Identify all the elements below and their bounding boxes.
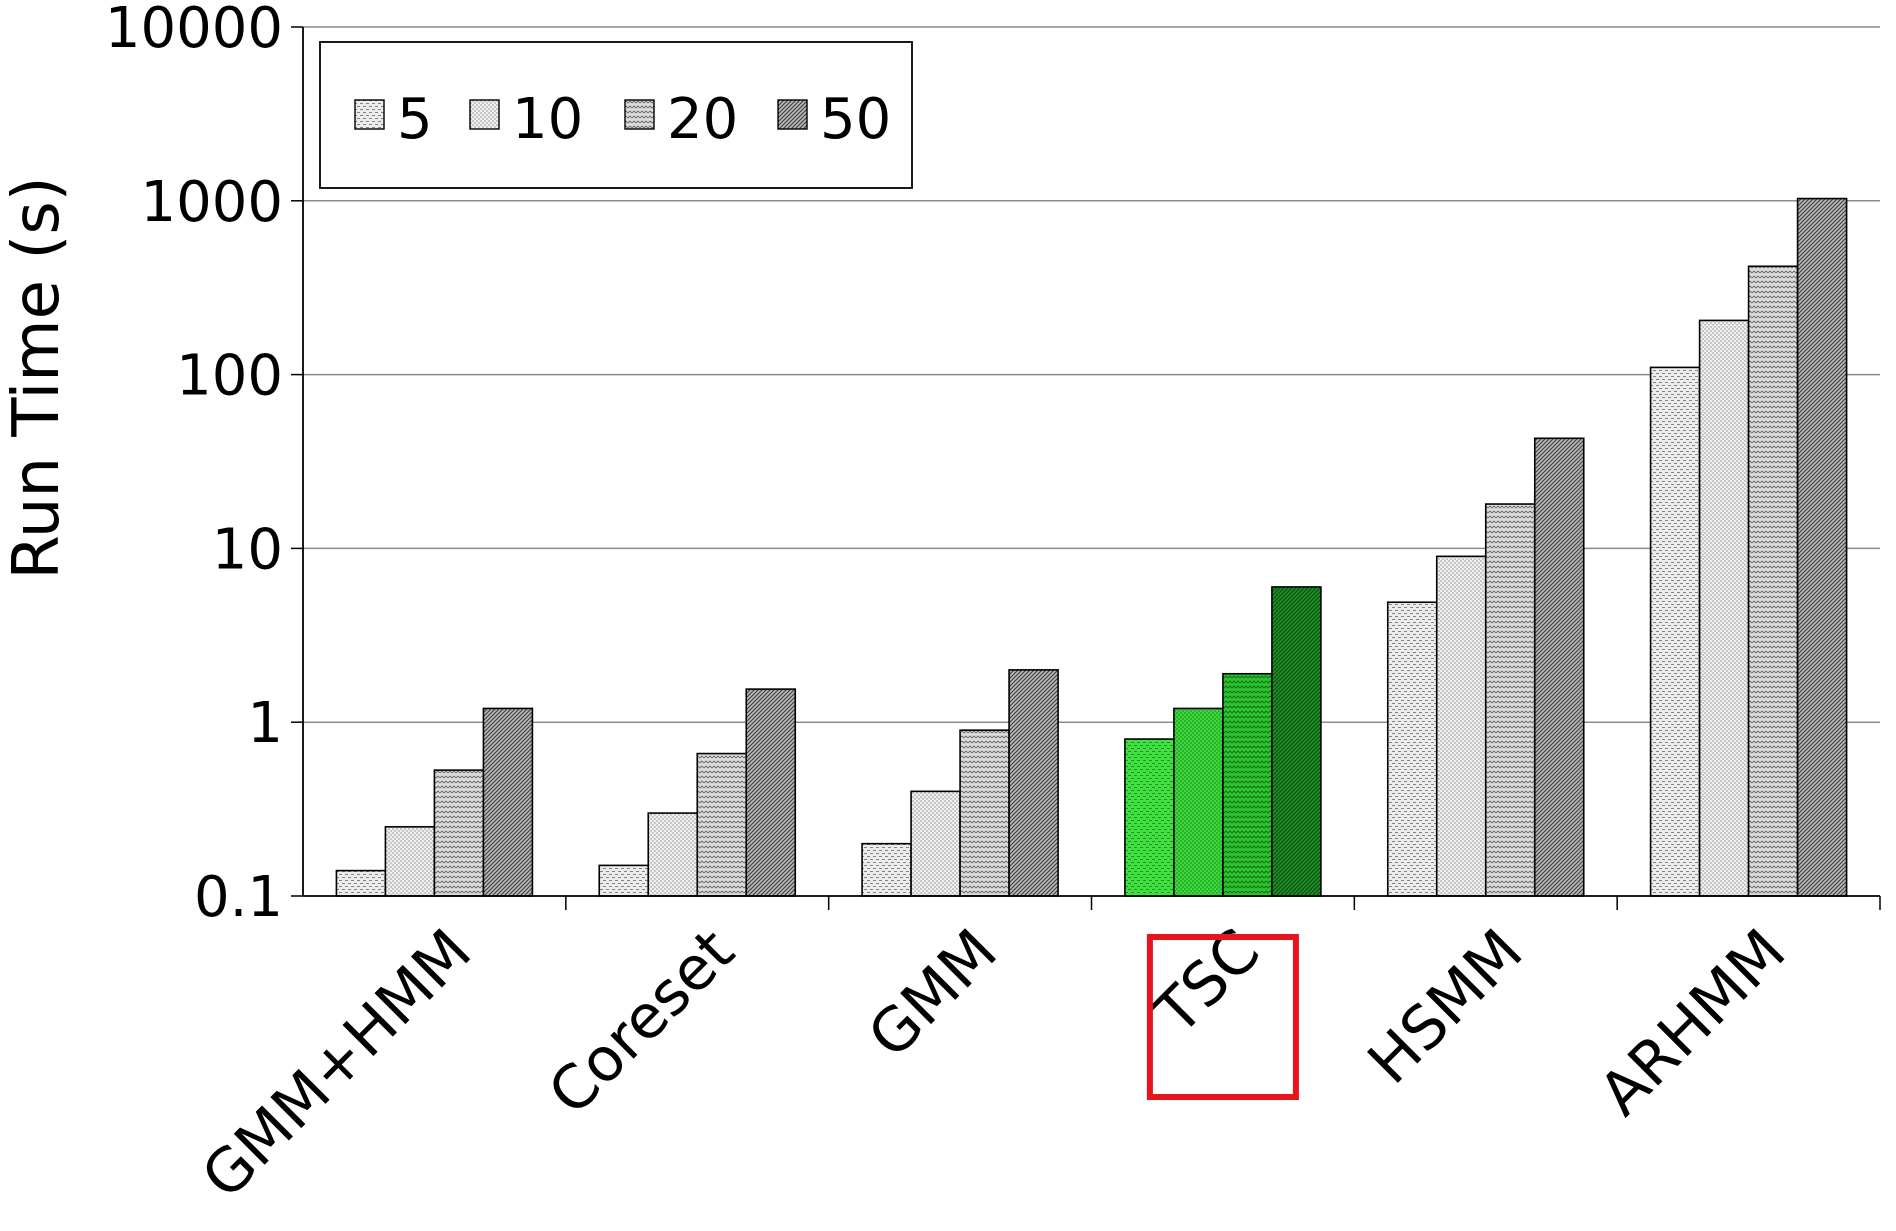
bar-gmm-20: [959, 729, 1010, 897]
bar-gmm-hmm-5: [335, 869, 387, 897]
x-tick-labels: GMM+HMM Coreset GMM TSC HSMM ARHMM: [189, 916, 1799, 1212]
x-tick-label: GMM+HMM: [189, 916, 485, 1212]
x-tick-label: ARHMM: [1586, 916, 1799, 1129]
legend-label-50: 50: [820, 87, 891, 152]
bar-gmm-hmm-50: [482, 707, 534, 897]
y-tick-label: 100: [176, 344, 283, 409]
y-tick-label: 1000: [140, 170, 283, 235]
bar-tsc-10: [1173, 707, 1224, 897]
y-tick-label: 0.1: [194, 865, 283, 930]
bar-tsc-20: [1222, 672, 1273, 897]
bar-arhmm-50: [1796, 197, 1848, 897]
legend-swatch-10: [469, 99, 500, 130]
gridlines: [303, 26, 1880, 723]
bar-arhmm-20: [1747, 265, 1799, 897]
legend-swatch-20: [624, 99, 655, 130]
legend-label-10: 10: [512, 87, 583, 152]
bar-hsmm-5: [1386, 601, 1438, 897]
bar-gmm-10: [910, 790, 961, 897]
bar-coreset-50: [745, 688, 797, 897]
x-tick-label: GMM: [855, 916, 1011, 1072]
y-axis-title: Run Time (s): [0, 176, 74, 579]
x-tick-label: Coreset: [535, 916, 748, 1129]
bar-tsc-50: [1271, 586, 1322, 897]
legend-label-20: 20: [667, 87, 738, 152]
bar-gmm-hmm-10: [384, 826, 436, 897]
x-tick-label: HSMM: [1355, 916, 1537, 1098]
legend-swatch-5: [354, 99, 385, 130]
y-tick-labels: 0.1 1 10 100 1000 10000: [105, 0, 283, 930]
legend-box: [319, 41, 913, 189]
bar-arhmm-10: [1698, 319, 1750, 897]
legend: 5 10 20 50: [319, 41, 913, 189]
y-tick-label: 10000: [105, 0, 283, 61]
bar-hsmm-20: [1484, 503, 1536, 897]
legend-swatch-50: [777, 99, 808, 130]
bars: [335, 197, 1848, 897]
bar-gmm-5: [861, 842, 912, 897]
bar-coreset-20: [696, 752, 748, 897]
bar-coreset-5: [598, 864, 650, 897]
axes: [291, 26, 1881, 910]
y-tick-label: 1: [247, 691, 283, 756]
bar-hsmm-50: [1533, 437, 1585, 897]
highlight-box: [1146, 934, 1299, 1100]
legend-label-5: 5: [397, 87, 433, 152]
bar-hsmm-10: [1435, 555, 1487, 897]
bar-tsc-5: [1124, 738, 1175, 897]
bar-gmm-hmm-20: [433, 769, 485, 897]
bar-coreset-10: [647, 812, 699, 897]
y-tick-label: 10: [212, 517, 283, 582]
bar-gmm-50: [1008, 669, 1059, 897]
bar-arhmm-5: [1649, 366, 1701, 897]
